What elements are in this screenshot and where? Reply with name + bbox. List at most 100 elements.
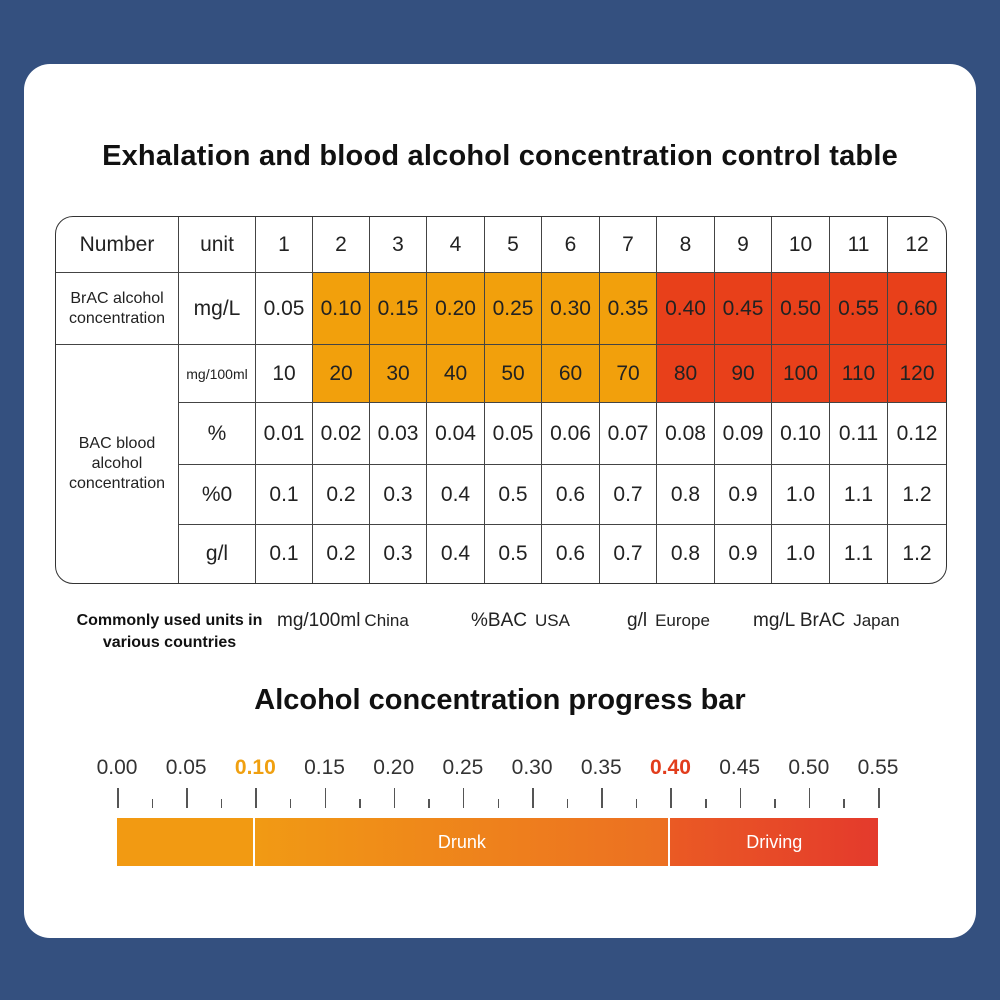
bac-cell: 0.8: [657, 465, 715, 525]
bac-unit: %: [179, 403, 256, 465]
minor-tick: [705, 799, 707, 808]
bac-cell: 90: [715, 345, 772, 403]
major-tick: [739, 788, 742, 808]
bar-segment-drunk: Drunk: [255, 818, 669, 866]
bac-cell: 120: [888, 345, 946, 403]
minor-tick: [497, 799, 499, 808]
minor-tick: [359, 799, 361, 808]
bac-unit: g/l: [179, 525, 256, 583]
bac-cell: 1.0: [772, 525, 830, 583]
brac-cell: 0.15: [370, 273, 427, 345]
scale-label: 0.00: [96, 756, 138, 779]
major-tick: [462, 788, 465, 808]
units-entry-china: mg/100ml China: [277, 610, 409, 632]
bac-cell: 0.6: [542, 465, 600, 525]
country-name: China: [364, 611, 409, 630]
major-tick: [670, 788, 672, 808]
scale-label: 0.10: [234, 756, 276, 779]
bar-segment-driving: Driving: [670, 818, 878, 866]
major-tick: [186, 788, 188, 808]
units-entry-europe: g/l Europe: [627, 610, 710, 632]
header-row: Number unit 1 2 3 4 5 6 7 8 9 10 11 12: [56, 217, 946, 273]
brac-unit: mg/L: [179, 273, 256, 345]
brac-cell: 0.35: [600, 273, 657, 345]
bac-cell: 0.5: [485, 525, 542, 583]
bac-cell: 20: [313, 345, 370, 403]
col-header: 11: [830, 217, 888, 273]
bac-cell: 110: [830, 345, 888, 403]
bac-cell: 1.1: [830, 465, 888, 525]
minor-tick: [774, 799, 776, 808]
unit-header: unit: [179, 217, 256, 273]
bac-percent-row: % 0.01 0.02 0.03 0.04 0.05 0.06 0.07 0.0…: [56, 403, 946, 465]
bac-cell: 0.3: [370, 525, 427, 583]
bac-unit: %0: [179, 465, 256, 525]
bac-cell: 0.1: [256, 525, 313, 583]
units-entry-japan: mg/L BrAC Japan: [753, 610, 900, 632]
bar-segment-sober: [117, 818, 254, 866]
brac-cell: 0.05: [256, 273, 313, 345]
bac-cell: 0.07: [600, 403, 657, 465]
brac-cell: 0.60: [888, 273, 946, 345]
major-tick: [808, 788, 811, 808]
bac-cell: 0.7: [600, 525, 657, 583]
bac-cell: 0.12: [888, 403, 946, 465]
bac-cell: 0.3: [370, 465, 427, 525]
number-header: Number: [56, 217, 179, 273]
brac-cell: 0.50: [772, 273, 830, 345]
major-tick: [324, 788, 327, 808]
major-tick: [255, 788, 257, 808]
bac-cell: 1.2: [888, 465, 946, 525]
unit-name: mg/L BrAC: [753, 610, 846, 631]
bac-cell: 60: [542, 345, 600, 403]
major-tick: [117, 788, 119, 808]
bac-cell: 0.7: [600, 465, 657, 525]
scale-label: 0.50: [788, 756, 830, 779]
bac-cell: 1.2: [902, 542, 932, 565]
brac-cell: 0.25: [485, 273, 542, 345]
col-header: 4: [427, 217, 485, 273]
brac-cell: 0.55: [830, 273, 888, 345]
bac-cell: 0.10: [772, 403, 830, 465]
scale-label: 0.40: [650, 756, 691, 779]
country-name: Europe: [655, 611, 710, 630]
brac-cell: 0.45: [715, 273, 772, 345]
unit-name: g/l: [627, 610, 648, 631]
minor-tick: [843, 799, 845, 808]
minor-tick: [289, 799, 292, 808]
bac-cell: 0.02: [313, 403, 370, 465]
minor-tick: [220, 799, 223, 808]
bac-cell: 0.03: [370, 403, 427, 465]
bac-cell: 0.6: [542, 525, 600, 583]
brac-cell: 0.10: [313, 273, 370, 345]
units-entry-usa: %BAC USA: [471, 610, 570, 632]
col-header: 2: [313, 217, 370, 273]
brac-row: BrAC alcohol concentration mg/L 0.05 0.1…: [56, 273, 946, 345]
col-header: 7: [600, 217, 657, 273]
minor-tick: [566, 799, 569, 808]
scale-label: 0.15: [304, 756, 345, 779]
bac-label: BAC blood alcohol concentration: [56, 345, 179, 583]
col-header: 8: [657, 217, 715, 273]
bac-unit: mg/100ml: [179, 345, 256, 403]
scale-label: 0.05: [165, 756, 207, 779]
col-header: 12: [888, 217, 946, 273]
bac-cell: 0.11: [830, 403, 888, 465]
col-header: 9: [715, 217, 772, 273]
scale-label: 0.35: [580, 756, 622, 779]
brac-cell: 0.30: [542, 273, 600, 345]
bac-cell: 0.9: [715, 465, 772, 525]
bac-cell: 0.4: [427, 525, 485, 583]
major-tick: [532, 788, 534, 808]
bac-cell: 0.06: [542, 403, 600, 465]
country-name: USA: [534, 611, 570, 630]
col-header: 6: [542, 217, 600, 273]
unit-name: %BAC: [471, 610, 527, 631]
bac-cell: 0.1: [256, 465, 313, 525]
scale-label: 0.25: [442, 756, 484, 779]
bac-cell: 0.08: [657, 403, 715, 465]
minor-tick: [635, 799, 638, 808]
col-header: 5: [485, 217, 542, 273]
concentration-table: Number unit 1 2 3 4 5 6 7 8 9 10 11 12 B…: [55, 216, 947, 584]
units-note-label: Commonly used units in various countries: [76, 612, 263, 651]
